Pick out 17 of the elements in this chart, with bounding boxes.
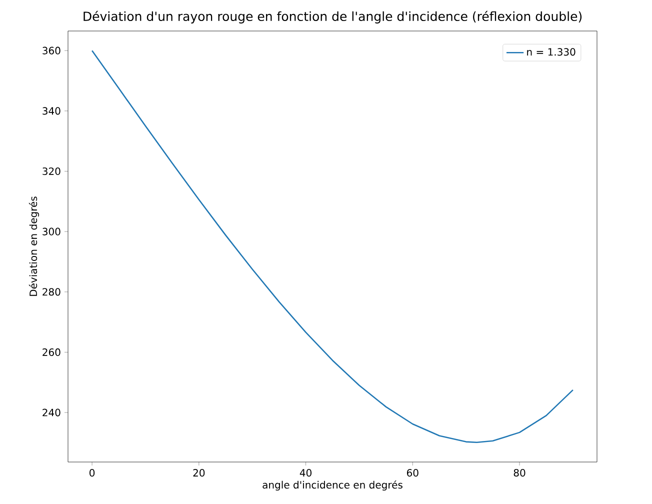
chart-title: Déviation d'un rayon rouge en fonction de l'angle d'incidence (réflexion double): [84, 10, 582, 24]
x-tick-label: 60: [406, 469, 418, 477]
y-tick-label: 320: [42, 167, 60, 176]
y-tick-label: 360: [42, 46, 60, 54]
x-tick-label: 20: [193, 469, 205, 477]
y-tick-label: 260: [42, 348, 60, 356]
y-tick-label: 300: [42, 228, 60, 236]
x-tick-label: 0: [90, 469, 95, 477]
y-axis-title: Déviation en degrés: [28, 196, 40, 296]
line-series: [91, 50, 574, 444]
x-tick-label: 40: [300, 469, 312, 477]
y-tick-label: 340: [42, 107, 60, 115]
x-axis-title: angle d'incidence en degrés: [262, 480, 402, 491]
legend-label: n = 1.330: [527, 48, 576, 56]
y-tick-label: 280: [42, 288, 60, 296]
y-tick-label: 240: [42, 408, 60, 416]
x-tick-label: 80: [514, 469, 526, 477]
